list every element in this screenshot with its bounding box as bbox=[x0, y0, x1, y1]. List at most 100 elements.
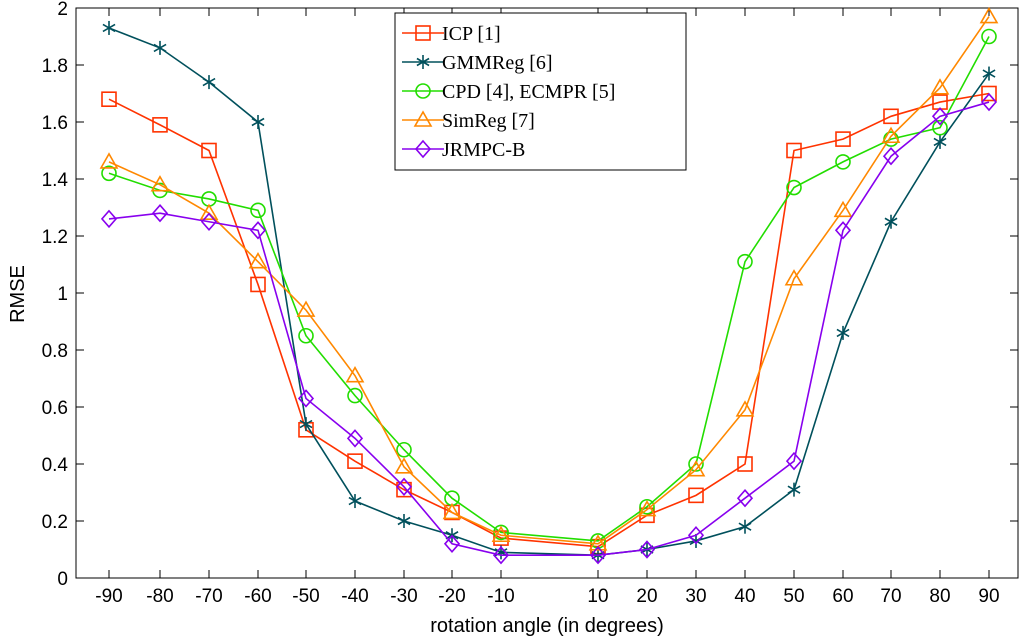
data-point-0 bbox=[347, 453, 363, 469]
data-point-4 bbox=[100, 209, 118, 229]
y-tick-label: 1.4 bbox=[42, 170, 69, 191]
legend-marker bbox=[415, 25, 431, 41]
y-tick-label: 1.6 bbox=[42, 113, 68, 134]
data-point-1 bbox=[397, 514, 411, 528]
data-point-3 bbox=[686, 460, 706, 477]
data-point-1 bbox=[102, 20, 116, 35]
data-point-1 bbox=[787, 482, 801, 497]
x-tick-label: -70 bbox=[195, 586, 222, 607]
x-tick-label: -30 bbox=[390, 586, 417, 607]
legend-marker bbox=[414, 139, 432, 159]
data-point-0 bbox=[835, 131, 851, 147]
data-point-3 bbox=[296, 300, 316, 317]
data-point-3 bbox=[979, 6, 999, 24]
y-tick-label: 1 bbox=[57, 284, 68, 305]
legend-marker bbox=[413, 110, 433, 127]
data-point-2 bbox=[981, 28, 997, 45]
data-point-2 bbox=[786, 179, 802, 196]
data-point-1 bbox=[836, 325, 850, 340]
data-point-0 bbox=[250, 276, 266, 293]
data-point-4 bbox=[395, 477, 413, 497]
data-point-2 bbox=[347, 387, 363, 404]
legend-label: GMMReg [6] bbox=[442, 52, 553, 74]
y-tick-label: 0 bbox=[57, 569, 68, 590]
legend-label: JRMPC-B bbox=[442, 139, 525, 161]
data-point-0 bbox=[688, 487, 704, 504]
data-point-1 bbox=[738, 519, 752, 534]
data-point-1 bbox=[933, 134, 947, 149]
data-point-0 bbox=[396, 481, 412, 498]
x-tick-label: -90 bbox=[95, 586, 122, 607]
x-axis-label: rotation angle (in degrees) bbox=[430, 615, 663, 637]
data-point-1 bbox=[982, 66, 996, 81]
y-tick-label: 1.2 bbox=[42, 227, 68, 248]
data-point-3 bbox=[345, 366, 365, 383]
series-line-4 bbox=[108, 101, 990, 557]
data-point-4 bbox=[492, 545, 510, 565]
data-point-4 bbox=[980, 92, 998, 112]
data-point-1 bbox=[202, 75, 216, 90]
data-point-2 bbox=[396, 441, 412, 458]
data-point-1 bbox=[348, 494, 362, 509]
y-tick-label: 0.8 bbox=[42, 341, 68, 362]
data-point-3 bbox=[637, 499, 657, 517]
data-point-2 bbox=[639, 498, 655, 515]
y-tick-label: 0.6 bbox=[42, 398, 68, 419]
data-point-4 bbox=[882, 146, 900, 166]
data-point-4 bbox=[638, 540, 656, 559]
x-tick-label: 60 bbox=[832, 586, 853, 607]
data-point-3 bbox=[930, 78, 950, 95]
data-point-3 bbox=[199, 203, 219, 220]
x-tick-label: -20 bbox=[438, 586, 465, 607]
data-point-3 bbox=[150, 175, 170, 192]
data-point-4 bbox=[151, 203, 169, 223]
series-line-2 bbox=[108, 36, 990, 542]
data-point-3 bbox=[442, 502, 462, 520]
data-point-2 bbox=[737, 253, 753, 270]
x-tick-label: 50 bbox=[783, 586, 804, 607]
data-point-3 bbox=[881, 126, 901, 144]
data-point-2 bbox=[688, 456, 704, 472]
data-point-4 bbox=[346, 429, 364, 448]
data-point-4 bbox=[931, 107, 949, 126]
x-tick-label: -50 bbox=[292, 586, 319, 607]
data-point-0 bbox=[981, 85, 997, 102]
data-point-0 bbox=[101, 91, 117, 107]
data-point-4 bbox=[249, 221, 267, 240]
data-point-4 bbox=[443, 534, 461, 554]
x-tick-label: -40 bbox=[341, 586, 368, 607]
legend-marker bbox=[415, 83, 431, 99]
data-point-4 bbox=[736, 488, 754, 508]
data-point-3 bbox=[491, 525, 511, 543]
x-tick-label: 10 bbox=[587, 586, 608, 607]
data-point-4 bbox=[687, 526, 705, 545]
y-tick-label: 0.4 bbox=[42, 455, 69, 476]
series-line-1 bbox=[108, 27, 990, 557]
x-tick-label: 30 bbox=[685, 586, 706, 607]
data-point-0 bbox=[201, 142, 217, 159]
data-point-2 bbox=[250, 202, 266, 219]
x-tick-label: 70 bbox=[880, 586, 901, 607]
x-tick-label: -60 bbox=[244, 586, 271, 607]
data-point-3 bbox=[99, 152, 119, 169]
data-point-1 bbox=[299, 417, 313, 432]
data-point-2 bbox=[298, 327, 314, 344]
data-point-0 bbox=[737, 456, 753, 472]
data-point-4 bbox=[834, 221, 852, 240]
y-tick-label: 0.2 bbox=[42, 512, 68, 533]
legend-marker bbox=[416, 55, 430, 69]
data-point-3 bbox=[784, 269, 804, 286]
data-point-4 bbox=[297, 389, 315, 408]
data-point-3 bbox=[735, 400, 755, 417]
series-line-0 bbox=[108, 92, 990, 548]
y-axis-label: RMSE bbox=[7, 265, 29, 323]
y-tick-label: 1.8 bbox=[42, 56, 68, 77]
data-point-0 bbox=[786, 142, 802, 159]
data-point-2 bbox=[932, 119, 948, 136]
data-point-4 bbox=[200, 212, 218, 231]
data-point-3 bbox=[248, 252, 268, 269]
data-point-3 bbox=[588, 534, 608, 551]
data-point-4 bbox=[785, 451, 803, 471]
series-line-3 bbox=[108, 16, 990, 545]
